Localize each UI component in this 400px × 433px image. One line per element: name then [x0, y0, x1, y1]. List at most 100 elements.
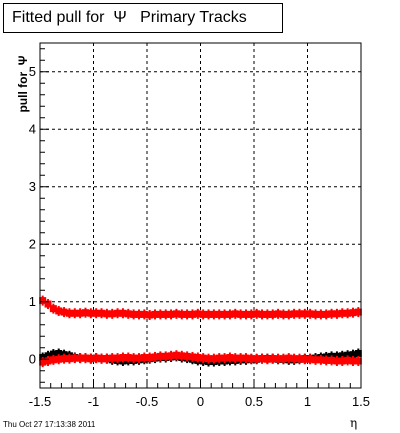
data-point: [124, 310, 132, 318]
data-point: [130, 354, 138, 362]
data-point: [151, 353, 159, 361]
data-point: [55, 350, 63, 357]
data-point: [140, 354, 148, 362]
data-point: [215, 310, 223, 318]
x-tick-label: -0.5: [136, 394, 158, 409]
data-point: [167, 352, 175, 360]
data-point: [279, 355, 287, 363]
data-point: [114, 354, 122, 362]
data-point: [231, 310, 239, 318]
timestamp: Thu Oct 27 17:13:38 2011: [3, 420, 96, 429]
y-tick-label: 1: [29, 294, 36, 309]
data-point: [44, 357, 52, 365]
data-point: [215, 354, 223, 362]
data-point: [354, 357, 362, 365]
data-point: [199, 354, 207, 362]
data-point: [338, 352, 346, 360]
data-point: [317, 356, 325, 364]
data-point: [333, 357, 341, 365]
data-point: [39, 297, 47, 305]
data-point: [178, 310, 186, 318]
data-point: [39, 358, 47, 366]
data-point: [156, 310, 164, 318]
data-point: [146, 311, 154, 319]
data-point: [71, 354, 79, 362]
data-point: [44, 352, 52, 360]
data-point: [237, 354, 245, 362]
data-point: [226, 354, 234, 362]
data-point: [65, 309, 73, 317]
data-point: [221, 354, 229, 362]
data-point: [188, 310, 196, 318]
data-point: [301, 310, 309, 318]
data-point: [135, 354, 143, 362]
data-point: [349, 309, 357, 317]
data-point: [183, 352, 191, 360]
data-point: [81, 354, 89, 362]
data-point: [210, 310, 218, 318]
data-point: [338, 309, 346, 317]
data-point: [49, 350, 57, 358]
data-point: [103, 310, 111, 318]
data-point: [322, 356, 330, 364]
data-point: [290, 310, 298, 318]
data-point: [172, 351, 180, 359]
data-point: [253, 355, 261, 363]
data-point: [49, 305, 57, 313]
data-point: [178, 352, 186, 360]
data-point: [258, 310, 266, 318]
data-point: [172, 310, 180, 318]
data-point: [279, 310, 287, 318]
data-point: [119, 354, 127, 362]
data-point: [312, 310, 320, 318]
data-point: [269, 355, 277, 363]
data-point: [328, 310, 336, 318]
data-point: [60, 308, 68, 316]
data-point: [55, 355, 63, 363]
data-point: [333, 310, 341, 318]
y-tick-label: 0: [29, 351, 36, 366]
data-point: [146, 354, 154, 362]
data-point: [71, 309, 79, 317]
data-point: [338, 357, 346, 365]
grid-lines: [40, 43, 361, 388]
x-tick-label: 0.5: [245, 394, 263, 409]
chart-title: Fitted pull for Ψ Primary Tracks: [12, 9, 247, 26]
data-point: [81, 309, 89, 317]
data-point: [274, 310, 282, 318]
y-tick-label: 2: [29, 236, 36, 251]
data-point: [151, 310, 159, 318]
plot-frame: [39, 42, 362, 389]
data-point: [167, 310, 175, 318]
data-point: [290, 355, 298, 363]
data-point: [205, 310, 213, 318]
data-point: [183, 310, 191, 318]
data-point: [253, 310, 261, 318]
data-point: [344, 309, 352, 317]
axis-ticks: -1.5 -1 -0.5 0 0.5 1 1.5 0 1 2 3 4 5: [29, 48, 370, 409]
data-point: [349, 357, 357, 365]
data-point: [44, 300, 52, 308]
data-point: [349, 351, 357, 359]
data-point: [274, 355, 282, 363]
data-point: [269, 310, 277, 318]
data-point: [162, 352, 170, 360]
data-point: [285, 310, 293, 318]
data-point: [258, 355, 266, 363]
data-point: [87, 309, 95, 317]
data-point: [92, 354, 100, 362]
data-point: [60, 355, 68, 363]
data-point: [263, 310, 271, 318]
x-tick-label: 0: [197, 394, 204, 409]
data-point: [242, 354, 250, 362]
data-point: [87, 355, 95, 363]
x-tick-label: -1.5: [29, 394, 51, 409]
data-point: [194, 354, 202, 362]
data-point: [108, 354, 116, 362]
data-point: [114, 309, 122, 317]
data-series: [39, 295, 362, 368]
series-1: [39, 350, 362, 368]
data-point: [312, 356, 320, 364]
data-point: [306, 355, 314, 363]
